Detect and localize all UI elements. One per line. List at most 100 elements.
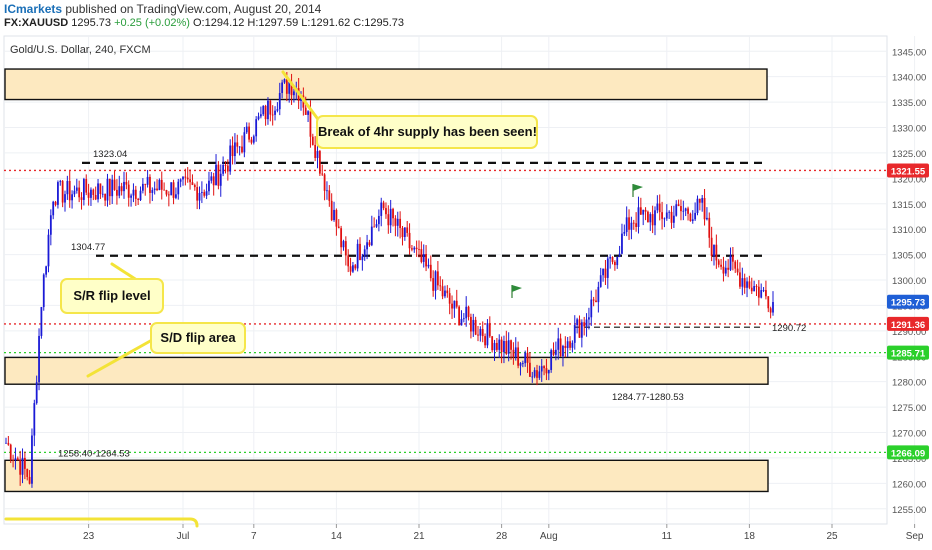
- candle-body: [460, 319, 463, 326]
- x-tick-label: Jul: [177, 531, 190, 542]
- candle-body: [283, 79, 286, 83]
- candle-body: [731, 255, 734, 262]
- candle-body: [441, 286, 444, 297]
- candle-body: [724, 267, 727, 274]
- candle-body: [484, 336, 486, 346]
- candle-body: [71, 194, 73, 201]
- candle-body: [519, 363, 522, 366]
- candle-body: [602, 268, 604, 276]
- candle-body: [722, 266, 725, 274]
- candle-body: [304, 107, 307, 115]
- close-label: C:: [353, 17, 365, 29]
- candle-body: [134, 189, 137, 199]
- candle-body: [153, 188, 156, 191]
- candle-body: [401, 228, 404, 238]
- candle-body: [623, 232, 626, 234]
- candle-body: [632, 222, 635, 224]
- candle-body: [481, 328, 484, 337]
- candle-body: [406, 227, 409, 233]
- candle-body: [772, 302, 774, 313]
- candle-body: [274, 110, 276, 115]
- open-value: 1294.12: [204, 17, 245, 29]
- candle-body: [668, 211, 671, 213]
- candle-body: [363, 249, 366, 257]
- y-tick-label: 1325.00: [892, 149, 926, 160]
- candle-body: [288, 81, 291, 94]
- candle-body: [359, 243, 361, 261]
- candle-body: [609, 257, 612, 259]
- candle-body: [370, 226, 373, 246]
- candle-body: [259, 114, 262, 117]
- candle-body: [545, 368, 548, 374]
- price-tag-red_upper: [887, 163, 929, 178]
- candle-body: [28, 476, 31, 484]
- candle-body: [349, 266, 352, 272]
- candle-body: [765, 290, 767, 297]
- candle-body: [665, 212, 668, 219]
- candle-body: [611, 257, 614, 262]
- published-text: published on TradingView.com, August 20,…: [65, 2, 322, 16]
- candle-body: [524, 352, 527, 364]
- candle-body: [276, 109, 279, 111]
- candle-body: [564, 345, 567, 349]
- candle-body: [465, 306, 468, 319]
- candle-body: [90, 189, 92, 198]
- low-value: 1291.62: [310, 17, 351, 29]
- candle-body: [701, 198, 704, 203]
- publisher-name[interactable]: ICmarkets: [4, 2, 63, 16]
- candle-body: [226, 165, 229, 172]
- candle-body: [210, 176, 213, 181]
- candle-body: [203, 192, 206, 196]
- candle-body: [14, 458, 17, 460]
- candle-body: [644, 209, 647, 212]
- candle-body: [715, 244, 718, 261]
- candle-body: [429, 264, 432, 279]
- candle-body: [505, 341, 508, 354]
- price-tag-green_upper: [887, 345, 929, 360]
- candle-body: [588, 317, 590, 320]
- candle-body: [658, 203, 661, 213]
- x-tick-label: 25: [826, 531, 838, 542]
- candle-body: [760, 290, 763, 298]
- candle-body: [375, 224, 378, 227]
- candle-body: [16, 458, 19, 461]
- candle-body: [415, 247, 418, 249]
- candle-body: [439, 285, 442, 287]
- candle-body: [517, 347, 520, 366]
- annotation-strokes: [4, 70, 322, 528]
- candle-body: [649, 214, 652, 223]
- candle-body: [583, 322, 586, 327]
- candle-body: [172, 182, 175, 198]
- candle-body: [580, 322, 583, 338]
- candle-body: [472, 319, 475, 332]
- candle-body: [717, 260, 720, 265]
- candle-body: [31, 435, 33, 484]
- zone-supply_top: [4, 68, 768, 101]
- candle-body: [543, 366, 545, 369]
- candle-body: [477, 334, 479, 336]
- candle-body: [625, 217, 628, 233]
- candle-body: [141, 183, 144, 191]
- candle-body: [186, 177, 189, 180]
- candle-body: [170, 182, 173, 196]
- candle-body: [57, 182, 59, 205]
- candle-body: [120, 186, 123, 192]
- candle-body: [49, 215, 52, 235]
- candle-body: [191, 182, 194, 185]
- publish-header: ICmarkets published on TradingView.com, …: [4, 2, 321, 18]
- candle-body: [689, 213, 692, 222]
- candle-body: [769, 308, 772, 313]
- candle-body: [167, 194, 170, 196]
- x-tick-label: 18: [744, 531, 756, 542]
- y-tick-label: 1260.00: [892, 479, 926, 490]
- y-tick-label: 1255.00: [892, 505, 926, 516]
- candle-body: [323, 174, 326, 191]
- candle-body: [394, 218, 397, 226]
- candle-body: [182, 176, 184, 180]
- high-label: H:: [247, 17, 259, 29]
- high-value: 1297.59: [258, 17, 299, 29]
- y-tick-label: 1275.00: [892, 403, 926, 414]
- zone-label-demand-low: 1258.40-1264.53: [58, 448, 130, 459]
